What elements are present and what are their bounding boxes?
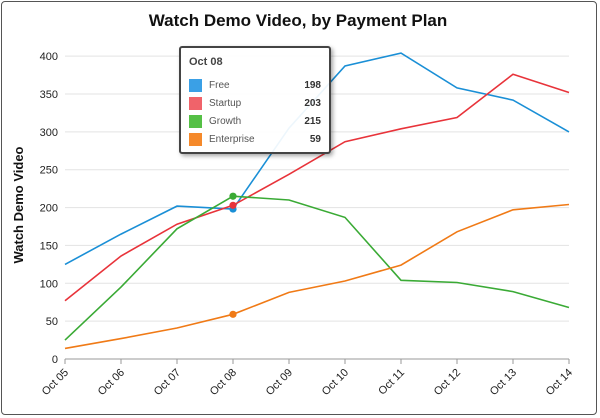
- enterprise-swatch-icon: [189, 133, 202, 146]
- y-tick-label: 350: [40, 89, 58, 101]
- free-swatch-icon: [189, 79, 202, 92]
- tooltip-row-growth: Growth 215: [189, 114, 325, 130]
- x-tick-label: Oct 05: [40, 367, 71, 398]
- startup-swatch-icon: [189, 97, 202, 110]
- tooltip-series-name: Startup: [209, 98, 241, 109]
- hover-tooltip: Oct 08 Free 198 Startup 203 Growth 215 E…: [179, 46, 331, 154]
- tooltip-row-free: Free 198: [189, 78, 325, 94]
- y-tick-label: 250: [40, 165, 58, 177]
- y-tick-label: 300: [40, 127, 58, 139]
- tooltip-series-value: 203: [304, 98, 321, 109]
- tooltip-title: Oct 08: [189, 56, 223, 68]
- chart-title: Watch Demo Video, by Payment Plan: [149, 11, 448, 30]
- tooltip-row-startup: Startup 203: [189, 96, 325, 112]
- x-tick-label: Oct 13: [488, 367, 519, 398]
- tooltip-series-name: Enterprise: [209, 134, 255, 145]
- tooltip-series-value: 198: [304, 80, 321, 91]
- x-tick-label: Oct 12: [432, 367, 463, 398]
- y-tick-label: 100: [40, 278, 58, 290]
- tooltip-series-name: Free: [209, 80, 230, 91]
- highlight-markers: [229, 193, 236, 318]
- x-tick-label: Oct 06: [96, 367, 127, 398]
- x-tick-label: Oct 08: [208, 367, 239, 398]
- tooltip-series-value: 59: [310, 134, 321, 145]
- x-tick-label: Oct 11: [376, 367, 407, 398]
- y-tick-label: 0: [52, 354, 58, 366]
- y-tick-label: 150: [40, 240, 58, 252]
- series-line-enterprise: [65, 205, 569, 349]
- x-tick-label: Oct 10: [320, 367, 351, 398]
- data-point-enterprise: [229, 311, 236, 318]
- x-tick-label: Oct 14: [544, 367, 575, 398]
- y-axis-label: Watch Demo Video: [11, 146, 26, 263]
- tooltip-series-name: Growth: [209, 116, 241, 127]
- tooltip-row-enterprise: Enterprise 59: [189, 132, 325, 148]
- growth-swatch-icon: [189, 115, 202, 128]
- data-point-startup: [229, 202, 236, 209]
- x-tick-label: Oct 09: [264, 367, 295, 398]
- data-point-growth: [229, 193, 236, 200]
- y-tick-label: 200: [40, 203, 58, 215]
- y-tick-label: 400: [40, 51, 58, 63]
- x-tick-label: Oct 07: [152, 367, 183, 398]
- tooltip-series-value: 215: [304, 116, 321, 127]
- y-tick-label: 50: [46, 316, 58, 328]
